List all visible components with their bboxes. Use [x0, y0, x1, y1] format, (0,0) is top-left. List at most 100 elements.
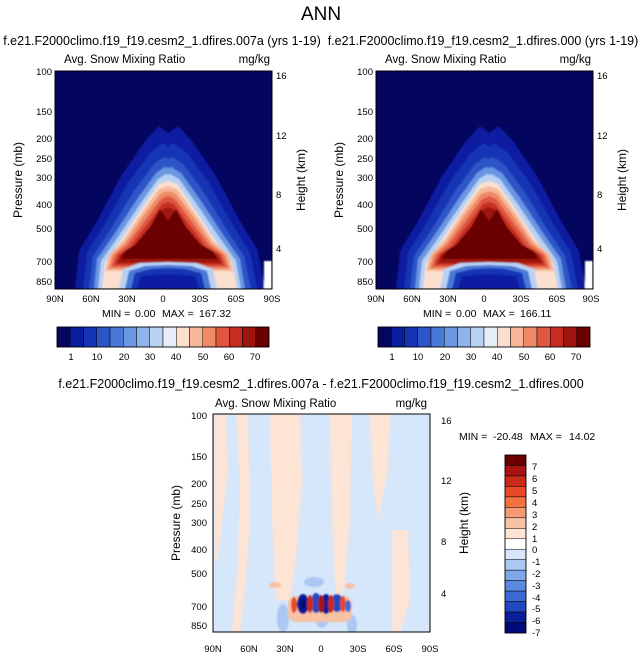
colorbar-label: 7	[532, 462, 537, 473]
panel-model: f.e21.F2000climo.f19_f19.cesm2_1.dfires.…	[3, 34, 321, 363]
colorbar-label: -1	[532, 557, 540, 568]
colorbar-swatch	[377, 326, 392, 348]
variable-label: Avg. Snow Mixing Ratio	[64, 54, 185, 66]
colorbar-swatch	[255, 326, 270, 348]
height-tick-label: 4	[276, 244, 281, 255]
colorbar-swatch	[457, 326, 471, 348]
colorbar-swatch	[504, 559, 527, 571]
y-tick-label: 250	[36, 154, 52, 165]
x-tick-label: 30N	[276, 644, 294, 655]
min-value: 0.00	[135, 308, 156, 320]
colorbar-label: 40	[492, 352, 503, 363]
units-label: mg/kg	[560, 54, 591, 66]
colorbar-swatch	[56, 326, 71, 348]
x-axis: 90N 60N 30N 0 30S 60S 90S	[46, 294, 280, 305]
units-label: mg/kg	[396, 398, 427, 410]
colorbar-label: 60	[545, 352, 556, 363]
y-tick-label: 300	[357, 173, 373, 184]
colorbar-label: 30	[145, 352, 156, 363]
y-tick-label: 700	[36, 257, 52, 268]
x-tick-label: 90N	[367, 294, 385, 305]
contour-field	[55, 71, 272, 289]
x-tick-label: 90S	[264, 294, 281, 305]
colorbar-label: 70	[250, 352, 261, 363]
contour-field	[376, 71, 593, 289]
variable-label: Avg. Snow Mixing Ratio	[215, 398, 336, 410]
colorbar-swatch	[504, 611, 527, 623]
y-tick-label: 300	[36, 173, 52, 184]
run-title: f.e21.F2000climo.f19_f19.cesm2_1.dfires.…	[3, 34, 321, 48]
colorbar-swatch	[563, 326, 577, 348]
y-axis: 100 150 200 250 300 400 500 700 850 Pres…	[169, 411, 207, 632]
colorbar-label: -6	[532, 616, 540, 627]
height-tick-label: 12	[276, 131, 287, 142]
colorbar-swatch	[215, 326, 230, 348]
x-axis: 90N 60N 30N 0 30S 60S 90S	[204, 644, 438, 655]
colorbar-swatch	[123, 326, 137, 348]
colorbar-label: 50	[519, 352, 530, 363]
max-label: MAX =	[483, 308, 515, 320]
y-tick-label: 400	[36, 200, 52, 211]
colorbar-label: 1	[68, 352, 73, 363]
colorbar-label: 20	[119, 352, 130, 363]
y-tick-label: 150	[191, 452, 207, 463]
y-axis: 100 150 200 250 300 400 500 700 850 Pres…	[332, 67, 373, 288]
y-tick-label: 500	[36, 224, 52, 235]
colorbar-label: 4	[532, 498, 537, 509]
x-tick-label: 30N	[439, 294, 457, 305]
colorbar-swatch	[504, 601, 527, 613]
x-tick-label: 60N	[240, 644, 258, 655]
colorbar-swatch	[189, 326, 203, 348]
height-axis: 16 12 8 4 Height (km)	[597, 71, 629, 255]
y-tick-label: 700	[357, 257, 373, 268]
height-tick-label: 4	[597, 244, 602, 255]
colorbar-swatch	[229, 326, 243, 348]
colorbar-swatch	[550, 326, 564, 348]
colorbar-swatch	[504, 569, 527, 581]
max-label: MAX =	[530, 431, 562, 443]
colorbar-swatch	[70, 326, 84, 348]
x-tick-label: 60S	[549, 294, 566, 305]
x-tick-label: 90N	[204, 644, 222, 655]
y-axis: 100 150 200 250 300 400 500 700 850 Pres…	[11, 67, 52, 288]
colorbar-swatch	[404, 326, 418, 348]
height-tick-label: 16	[276, 71, 287, 82]
y-tick-label: 500	[191, 569, 207, 580]
colorbar-swatch	[483, 326, 498, 348]
colorbar-swatch	[242, 326, 256, 348]
max-label: MAX =	[162, 308, 194, 320]
colorbar-label: 60	[224, 352, 235, 363]
y-tick-label: 700	[191, 602, 207, 613]
units-label: mg/kg	[239, 54, 270, 66]
colorbar-swatches	[504, 454, 527, 634]
colorbar-swatch	[149, 326, 164, 348]
x-tick-label: 30S	[192, 294, 209, 305]
x-tick-label: 0	[160, 294, 165, 305]
y-tick-label: 850	[191, 621, 207, 632]
colorbar-swatch	[417, 326, 432, 348]
colorbar-swatch	[430, 326, 445, 348]
y-tick-label: 100	[36, 67, 52, 78]
y-tick-label: 250	[357, 154, 373, 165]
colorbar-swatches	[56, 326, 270, 348]
y-tick-label: 100	[191, 411, 207, 422]
y-tick-label: 100	[357, 67, 373, 78]
x-tick-label: 60N	[403, 294, 421, 305]
y-axis-label: Pressure (mb)	[169, 485, 183, 561]
max-value: 166.11	[520, 308, 551, 320]
height-tick-label: 12	[597, 131, 608, 142]
contour-field	[213, 414, 430, 632]
colorbar-label: 10	[413, 352, 424, 363]
colorbar-swatch	[504, 496, 527, 508]
run-title: f.e21.F2000climo.f19_f19.cesm2_1.dfires.…	[58, 377, 583, 391]
y-tick-label: 300	[191, 518, 207, 529]
colorbar-label: -5	[532, 604, 540, 615]
colorbar-swatch	[504, 548, 527, 560]
colorbar-swatch	[504, 538, 527, 550]
x-tick-label: 60S	[386, 644, 403, 655]
figure-title: ANN	[301, 4, 341, 25]
colorbar-label: 2	[532, 522, 537, 533]
y-tick-label: 400	[357, 200, 373, 211]
colorbar-swatch	[470, 326, 485, 348]
height-axis: 16 12 8 4 Height (km)	[276, 71, 308, 255]
